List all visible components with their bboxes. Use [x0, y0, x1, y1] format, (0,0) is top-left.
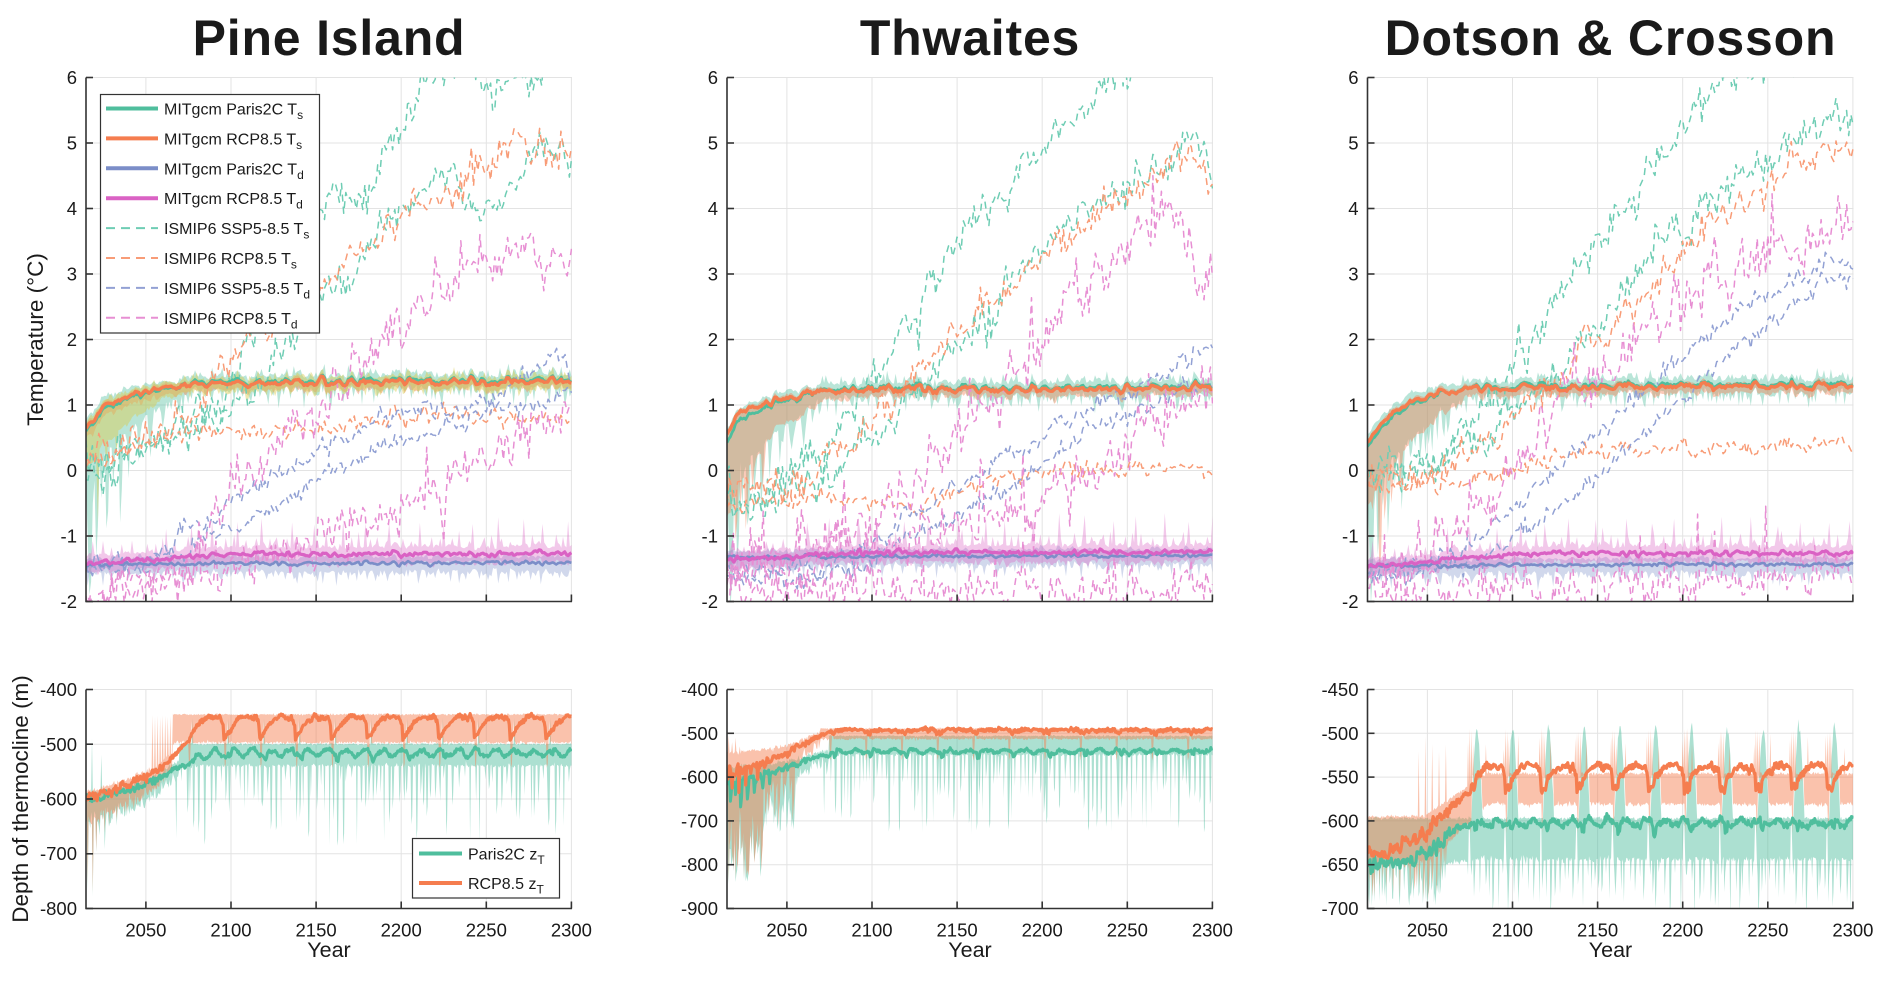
svg-text:-1: -1 — [1342, 526, 1358, 547]
svg-text:6: 6 — [67, 67, 77, 88]
svg-text:2300: 2300 — [1192, 920, 1233, 941]
svg-text:2200: 2200 — [381, 920, 422, 941]
svg-text:2250: 2250 — [1747, 920, 1788, 941]
svg-text:-800: -800 — [681, 854, 718, 875]
svg-text:Year: Year — [1589, 938, 1632, 962]
svg-text:-650: -650 — [1321, 854, 1358, 875]
svg-text:-2: -2 — [702, 591, 718, 612]
svg-text:-400: -400 — [681, 679, 718, 700]
svg-text:-800: -800 — [40, 898, 77, 919]
svg-text:2100: 2100 — [851, 920, 892, 941]
svg-text:ISMIP6 SSP5-8.5 Td: ISMIP6 SSP5-8.5 Td — [164, 281, 310, 302]
svg-text:-500: -500 — [681, 723, 718, 744]
svg-text:-900: -900 — [681, 898, 718, 919]
svg-text:2: 2 — [67, 329, 77, 350]
svg-text:2050: 2050 — [1407, 920, 1448, 941]
svg-text:Dotson & Crosson: Dotson & Crosson — [1385, 10, 1837, 66]
svg-text:2150: 2150 — [937, 920, 978, 941]
svg-text:2250: 2250 — [466, 920, 507, 941]
svg-text:2100: 2100 — [1492, 920, 1533, 941]
svg-text:-500: -500 — [40, 734, 77, 755]
svg-text:-700: -700 — [681, 810, 718, 831]
svg-text:0: 0 — [67, 460, 77, 481]
svg-text:Year: Year — [948, 938, 991, 962]
svg-text:ISMIP6 SSP5-8.5 Ts: ISMIP6 SSP5-8.5 Ts — [164, 221, 309, 242]
svg-text:MITgcm RCP8.5 Td: MITgcm RCP8.5 Td — [164, 191, 303, 212]
svg-text:2200: 2200 — [1022, 920, 1063, 941]
svg-text:-600: -600 — [40, 789, 77, 810]
svg-text:3: 3 — [708, 264, 718, 285]
svg-text:-550: -550 — [1321, 767, 1358, 788]
svg-text:RCP8.5 zT: RCP8.5 zT — [468, 876, 544, 897]
svg-text:-700: -700 — [1321, 898, 1358, 919]
svg-text:2200: 2200 — [1662, 920, 1703, 941]
svg-text:2250: 2250 — [1107, 920, 1148, 941]
svg-text:4: 4 — [1348, 198, 1358, 219]
svg-text:6: 6 — [1348, 67, 1358, 88]
svg-text:ISMIP6 RCP8.5 Td: ISMIP6 RCP8.5 Td — [164, 311, 298, 332]
svg-text:0: 0 — [1348, 460, 1358, 481]
svg-text:-700: -700 — [40, 843, 77, 864]
svg-text:1: 1 — [1348, 395, 1358, 416]
svg-text:MITgcm Paris2C Ts: MITgcm Paris2C Ts — [164, 102, 303, 123]
svg-text:0: 0 — [708, 460, 718, 481]
svg-text:-2: -2 — [1342, 591, 1358, 612]
svg-text:2: 2 — [1348, 329, 1358, 350]
svg-text:2150: 2150 — [1577, 920, 1618, 941]
svg-text:5: 5 — [67, 133, 77, 154]
svg-text:-600: -600 — [1321, 810, 1358, 831]
svg-text:2100: 2100 — [210, 920, 251, 941]
svg-text:Paris2C zT: Paris2C zT — [468, 847, 545, 868]
svg-text:-500: -500 — [1321, 723, 1358, 744]
svg-text:2150: 2150 — [296, 920, 337, 941]
svg-text:2050: 2050 — [125, 920, 166, 941]
svg-text:-450: -450 — [1321, 679, 1358, 700]
svg-text:5: 5 — [708, 133, 718, 154]
svg-text:-600: -600 — [681, 767, 718, 788]
svg-text:-1: -1 — [702, 526, 718, 547]
svg-text:2300: 2300 — [1832, 920, 1873, 941]
svg-text:4: 4 — [67, 198, 77, 219]
svg-text:1: 1 — [708, 395, 718, 416]
svg-text:3: 3 — [1348, 264, 1358, 285]
svg-text:2050: 2050 — [766, 920, 807, 941]
svg-text:-1: -1 — [61, 526, 77, 547]
svg-text:-2: -2 — [61, 591, 77, 612]
svg-text:Temperature (°C): Temperature (°C) — [23, 253, 48, 426]
svg-text:MITgcm Paris2C Td: MITgcm Paris2C Td — [164, 161, 304, 182]
svg-text:Depth of thermocline (m): Depth of thermocline (m) — [8, 675, 33, 923]
svg-text:1: 1 — [67, 395, 77, 416]
svg-text:4: 4 — [708, 198, 718, 219]
svg-text:ISMIP6 RCP8.5 Ts: ISMIP6 RCP8.5 Ts — [164, 251, 297, 272]
svg-text:6: 6 — [708, 67, 718, 88]
svg-text:-400: -400 — [40, 679, 77, 700]
svg-text:MITgcm RCP8.5 Ts: MITgcm RCP8.5 Ts — [164, 131, 302, 152]
svg-text:Thwaites: Thwaites — [860, 10, 1080, 66]
svg-text:2: 2 — [708, 329, 718, 350]
svg-text:3: 3 — [67, 264, 77, 285]
svg-text:Year: Year — [307, 938, 350, 962]
svg-text:5: 5 — [1348, 133, 1358, 154]
svg-text:2300: 2300 — [551, 920, 592, 941]
svg-text:Pine Island: Pine Island — [193, 10, 466, 66]
